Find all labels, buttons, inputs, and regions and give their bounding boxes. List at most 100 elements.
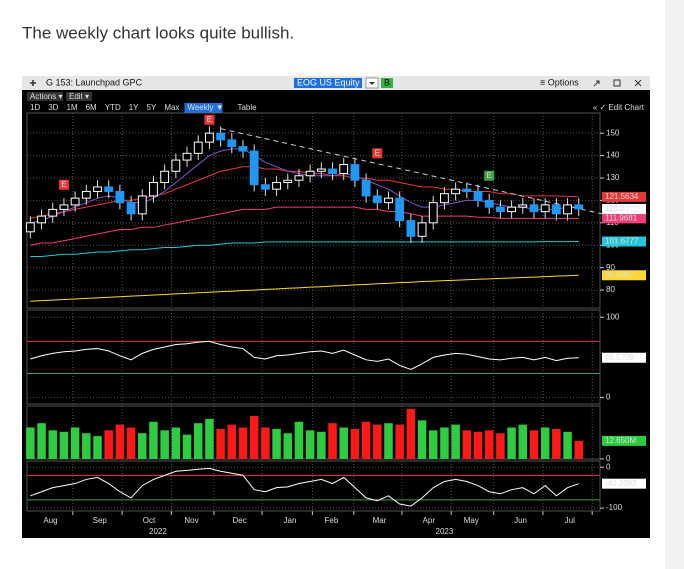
candle-body	[48, 208, 58, 217]
candle-body	[417, 222, 427, 237]
volume-bar	[395, 424, 404, 459]
period-box[interactable]	[184, 103, 223, 113]
x-tick-label: Mar	[373, 516, 387, 525]
move-icon	[30, 80, 36, 86]
volume-bar	[26, 427, 35, 459]
volume-bar	[328, 423, 337, 459]
actions-menu[interactable]	[27, 92, 63, 101]
volume-bar	[59, 431, 69, 459]
candle-body	[205, 132, 214, 143]
x-tick-label: Apr	[423, 516, 436, 525]
candle-body	[507, 206, 517, 213]
candle-body	[406, 220, 416, 237]
candle-body	[529, 204, 539, 213]
y-tick-label: 150	[606, 128, 620, 137]
edit-label: Edit ▾	[69, 92, 89, 101]
volume-bar	[484, 430, 494, 459]
volume-bar	[428, 430, 438, 459]
edit-chart[interactable]: « ✓ Edit Chart	[593, 103, 645, 112]
volume-bar	[417, 420, 427, 459]
year-label: 2022	[149, 527, 167, 536]
period-button: Weekly ▼	[187, 103, 223, 112]
side-strip	[665, 0, 684, 569]
ticker: EOG US Equity	[297, 77, 360, 87]
candle-body	[361, 179, 371, 197]
volume-bar	[171, 427, 181, 459]
candle-body	[540, 204, 550, 213]
moving-average	[30, 274, 579, 302]
candle-body	[395, 197, 405, 222]
range-button[interactable]: 6M	[86, 103, 97, 112]
volume-bar	[115, 424, 125, 459]
value-tag-box	[602, 270, 646, 281]
candle-body	[440, 193, 449, 204]
x-tick-label: Dec	[233, 516, 247, 525]
volume-bar	[384, 423, 393, 459]
candle-body	[70, 197, 80, 206]
event-marker	[484, 170, 495, 181]
y-tick-label: -100	[606, 503, 623, 512]
range-button[interactable]: Max	[164, 103, 179, 112]
x-tick-label: May	[464, 516, 479, 525]
volume-bar	[518, 424, 528, 459]
candle-body	[93, 186, 102, 192]
volume-bar	[182, 434, 192, 459]
event-marker	[58, 179, 69, 190]
window-title: G 153: Launchpad GPC	[46, 77, 143, 87]
popout-icon[interactable]	[593, 80, 600, 87]
options[interactable]: ≡ Options	[540, 77, 579, 87]
volume-bar	[249, 416, 259, 459]
event-label: E	[207, 115, 212, 124]
candle-body	[37, 215, 46, 224]
candle-body	[249, 150, 259, 186]
volume-bar	[440, 427, 449, 459]
range-button[interactable]: 5Y	[147, 103, 157, 112]
value-tag: 86.6087	[605, 270, 634, 279]
volume-bar	[574, 440, 583, 459]
candle-body	[238, 146, 248, 152]
volume-bar	[126, 427, 136, 459]
candle-body	[283, 179, 293, 183]
indicator-line	[30, 340, 579, 370]
x-tick-label: Nov	[184, 516, 198, 525]
event-marker	[372, 148, 383, 159]
value-tag-box	[602, 435, 646, 446]
range-button[interactable]: 1M	[66, 103, 77, 112]
candle-body	[193, 141, 203, 154]
value-tag: 12.650M	[605, 436, 636, 445]
volume-bar	[496, 433, 505, 459]
ticker-box[interactable]	[294, 78, 362, 88]
panel	[26, 309, 601, 405]
volume-bar	[350, 428, 360, 459]
value-tag-box	[602, 352, 646, 363]
range-button[interactable]: 3D	[48, 103, 58, 112]
value-tag: 49.5709	[605, 353, 634, 362]
candle-body	[428, 202, 438, 224]
volume-bar	[104, 430, 113, 459]
candle-body	[294, 175, 304, 181]
candle-body	[104, 186, 114, 192]
volume-bar	[540, 427, 550, 459]
range-button[interactable]: 1Y	[129, 103, 139, 112]
volume-bar	[294, 421, 304, 459]
close-icon[interactable]	[634, 79, 642, 87]
volume-bar	[507, 427, 516, 459]
dropdown-arrow	[369, 82, 375, 85]
edit-menu[interactable]	[66, 92, 92, 101]
candle-body	[462, 188, 472, 192]
x-tick-label: Jun	[514, 516, 527, 525]
volume-bar	[317, 431, 326, 459]
maximize-icon[interactable]	[613, 79, 621, 87]
range-button[interactable]: YTD	[105, 103, 121, 112]
volume-bar	[160, 430, 169, 459]
y-tick-label: 90	[606, 263, 615, 272]
volume-bar	[406, 408, 416, 459]
candle-body	[115, 190, 125, 204]
y-tick-label: 0	[606, 454, 611, 463]
volume-bar	[149, 421, 158, 459]
volume-bar	[473, 431, 483, 459]
candle-body	[305, 170, 315, 177]
table-button[interactable]: Table	[237, 103, 257, 112]
range-button[interactable]: 1D	[30, 103, 40, 112]
